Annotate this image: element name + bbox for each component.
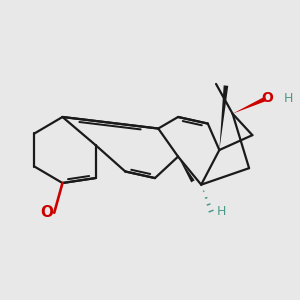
Polygon shape [178, 157, 195, 182]
Polygon shape [219, 85, 228, 150]
Text: O: O [261, 91, 273, 105]
Text: H: H [217, 205, 226, 218]
Text: H: H [284, 92, 293, 105]
Polygon shape [232, 97, 266, 114]
Text: O: O [40, 205, 53, 220]
